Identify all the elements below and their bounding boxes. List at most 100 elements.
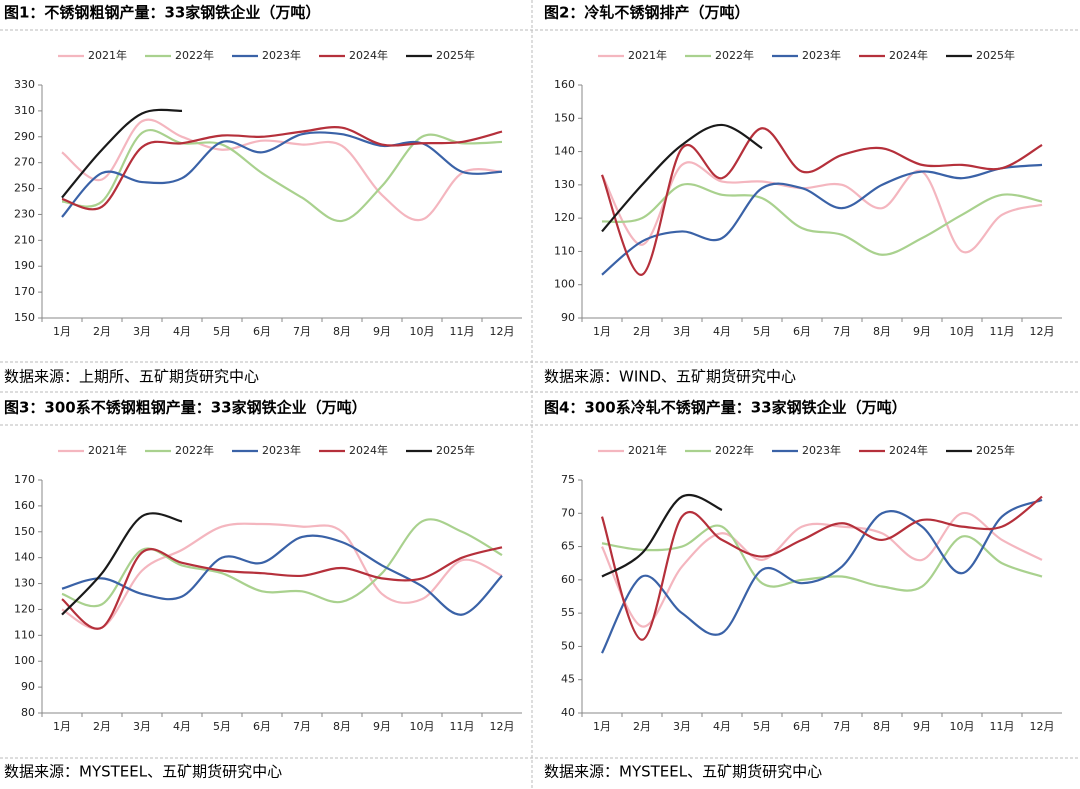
legend-label: 2022年	[175, 48, 214, 62]
x-tick-label: 3月	[133, 325, 151, 338]
legend-label: 2021年	[628, 48, 667, 62]
y-tick-label: 150	[14, 311, 35, 324]
x-tick-label: 7月	[833, 325, 851, 338]
x-tick-label: 10月	[410, 325, 435, 338]
x-tick-label: 4月	[713, 720, 731, 733]
series-line	[61, 546, 503, 630]
legend-label: 2021年	[88, 48, 127, 62]
x-tick-label: 7月	[293, 720, 311, 733]
x-tick-label: 1月	[53, 720, 71, 733]
y-tick-label: 100	[554, 278, 575, 291]
y-tick-label: 330	[14, 78, 35, 91]
x-tick-label: 12月	[490, 325, 515, 338]
y-tick-label: 65	[561, 540, 575, 553]
x-tick-label: 11月	[450, 720, 475, 733]
x-tick-label: 6月	[253, 325, 271, 338]
series-line	[601, 182, 1043, 256]
x-tick-label: 7月	[293, 325, 311, 338]
x-tick-label: 5月	[213, 325, 231, 338]
y-tick-label: 70	[561, 506, 575, 519]
y-tick-label: 130	[554, 178, 575, 191]
legend-label: 2021年	[88, 443, 127, 457]
legend-label: 2025年	[436, 443, 475, 457]
series-line	[61, 512, 183, 616]
x-tick-label: 1月	[593, 325, 611, 338]
x-tick-label: 1月	[593, 720, 611, 733]
series-line	[601, 493, 723, 578]
y-tick-label: 150	[554, 111, 575, 124]
source: 数据来源：MYSTEEL、五矿期货研究中心	[544, 763, 822, 781]
series-line	[61, 108, 183, 199]
legend-label: 2025年	[976, 48, 1015, 62]
x-tick-label: 3月	[133, 720, 151, 733]
y-tick-label: 140	[14, 551, 35, 564]
chart-title: 图3：300系不锈钢粗钢产量：33家钢铁企业（万吨）	[4, 399, 367, 417]
x-tick-label: 3月	[673, 720, 691, 733]
legend-label: 2024年	[349, 48, 388, 62]
x-tick-label: 9月	[913, 325, 931, 338]
legend-label: 2025年	[976, 443, 1015, 457]
legend-label: 2022年	[175, 443, 214, 457]
series-line	[600, 127, 1043, 276]
chart-title: 图2：冷轧不锈钢排产（万吨）	[544, 4, 749, 22]
series-line	[601, 498, 1043, 654]
x-tick-label: 9月	[913, 720, 931, 733]
y-tick-label: 210	[14, 233, 35, 246]
x-tick-label: 6月	[793, 720, 811, 733]
x-tick-label: 8月	[333, 720, 351, 733]
y-tick-label: 55	[561, 606, 575, 619]
legend-label: 2023年	[802, 443, 841, 457]
legend-label: 2023年	[262, 443, 301, 457]
legend-label: 2023年	[262, 48, 301, 62]
y-tick-label: 130	[14, 577, 35, 590]
x-tick-label: 4月	[713, 325, 731, 338]
x-tick-label: 10月	[410, 720, 435, 733]
x-tick-label: 5月	[753, 720, 771, 733]
series-line	[601, 123, 763, 233]
series-line	[61, 518, 503, 608]
y-tick-label: 110	[554, 244, 575, 257]
legend-label: 2024年	[889, 48, 928, 62]
series-line	[61, 522, 503, 630]
x-tick-label: 10月	[950, 325, 975, 338]
series-line	[601, 524, 1043, 592]
legend-label: 2023年	[802, 48, 841, 62]
y-tick-label: 270	[14, 156, 35, 169]
y-tick-label: 50	[561, 639, 575, 652]
source: 数据来源：MYSTEEL、五矿期货研究中心	[4, 763, 282, 781]
y-tick-label: 290	[14, 130, 35, 143]
x-tick-label: 10月	[950, 720, 975, 733]
y-tick-label: 160	[554, 78, 575, 91]
y-tick-label: 230	[14, 207, 35, 220]
source: 数据来源：WIND、五矿期货研究中心	[544, 368, 796, 386]
y-tick-label: 75	[561, 473, 575, 486]
x-tick-label: 9月	[373, 325, 391, 338]
y-tick-label: 190	[14, 259, 35, 272]
x-tick-label: 8月	[333, 325, 351, 338]
x-tick-label: 12月	[490, 720, 515, 733]
legend-label: 2022年	[715, 48, 754, 62]
y-tick-label: 140	[554, 145, 575, 158]
y-tick-label: 150	[14, 525, 35, 538]
x-tick-label: 4月	[173, 720, 191, 733]
chart-title: 图1：不锈钢粗钢产量：33家钢铁企业（万吨）	[4, 4, 320, 22]
y-tick-label: 45	[561, 673, 575, 686]
x-tick-label: 1月	[53, 325, 71, 338]
y-tick-label: 90	[561, 311, 575, 324]
x-tick-label: 11月	[990, 720, 1015, 733]
x-tick-label: 5月	[753, 325, 771, 338]
x-tick-label: 8月	[873, 325, 891, 338]
x-tick-label: 11月	[990, 325, 1015, 338]
x-tick-label: 6月	[253, 720, 271, 733]
y-tick-label: 250	[14, 182, 35, 195]
series-line	[601, 163, 1043, 276]
legend-label: 2024年	[349, 443, 388, 457]
x-tick-label: 6月	[793, 325, 811, 338]
chart-title: 图4：300系冷轧不锈钢产量：33家钢铁企业（万吨）	[544, 399, 907, 417]
x-tick-label: 8月	[873, 720, 891, 733]
series-line	[61, 129, 503, 223]
x-tick-label: 2月	[93, 720, 111, 733]
x-tick-label: 12月	[1030, 325, 1055, 338]
x-tick-label: 2月	[633, 325, 651, 338]
